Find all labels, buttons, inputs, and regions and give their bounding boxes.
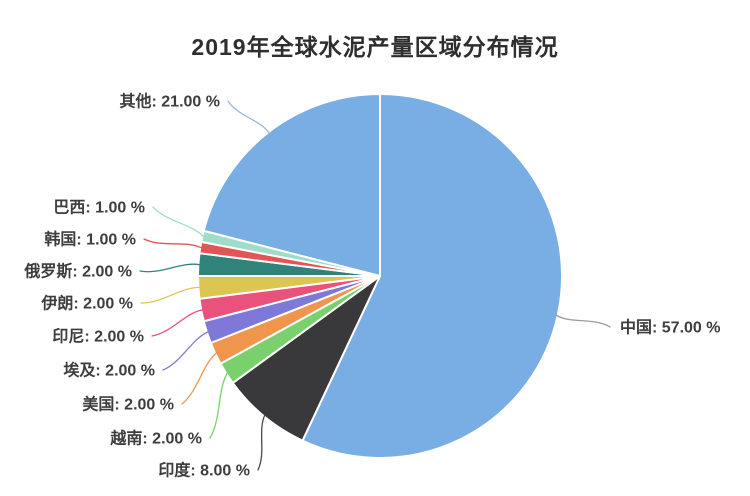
slice-label-巴西: 巴西: 1.00 %: [53, 199, 145, 217]
slice-label-俄罗斯: 俄罗斯: 2.00 %: [23, 262, 132, 281]
leader-line-其他: [227, 100, 270, 134]
slice-label-美国: 美国: 2.00 %: [82, 395, 174, 414]
leader-line-伊朗: [140, 286, 201, 304]
leader-line-巴西: [152, 206, 205, 238]
leader-line-埃及: [162, 331, 209, 371]
leader-line-韩国: [143, 238, 202, 249]
leader-line-印尼: [151, 309, 203, 337]
pie-slices-group: [197, 93, 563, 459]
slice-label-其他: 其他: 21.00 %: [120, 92, 221, 111]
slice-label-中国: 中国: 57.00 %: [620, 318, 721, 337]
slice-label-埃及: 埃及: 2.00 %: [63, 361, 155, 380]
slice-label-越南: 越南: 2.00 %: [109, 429, 202, 448]
slice-label-印度: 印度: 8.00 %: [158, 461, 250, 480]
slice-label-韩国: 韩国: 1.00 %: [44, 230, 136, 249]
leader-line-印度: [257, 414, 266, 471]
leader-lines-group: [139, 100, 611, 471]
chart-title: 2019年全球水泥产量区域分布情况: [191, 34, 559, 60]
leader-line-俄罗斯: [139, 263, 201, 273]
leader-line-美国: [181, 352, 217, 405]
slice-labels-group: 中国: 57.00 % 印度: 8.00 % 越南: 2.00 % 美国: 2.00 …: [23, 92, 720, 480]
slice-label-印尼: 印尼: 2.00 %: [52, 328, 144, 346]
leader-line-中国: [555, 314, 611, 328]
slice-label-伊朗: 伊朗: 2.00 %: [40, 294, 133, 313]
leader-line-越南: [209, 372, 228, 439]
